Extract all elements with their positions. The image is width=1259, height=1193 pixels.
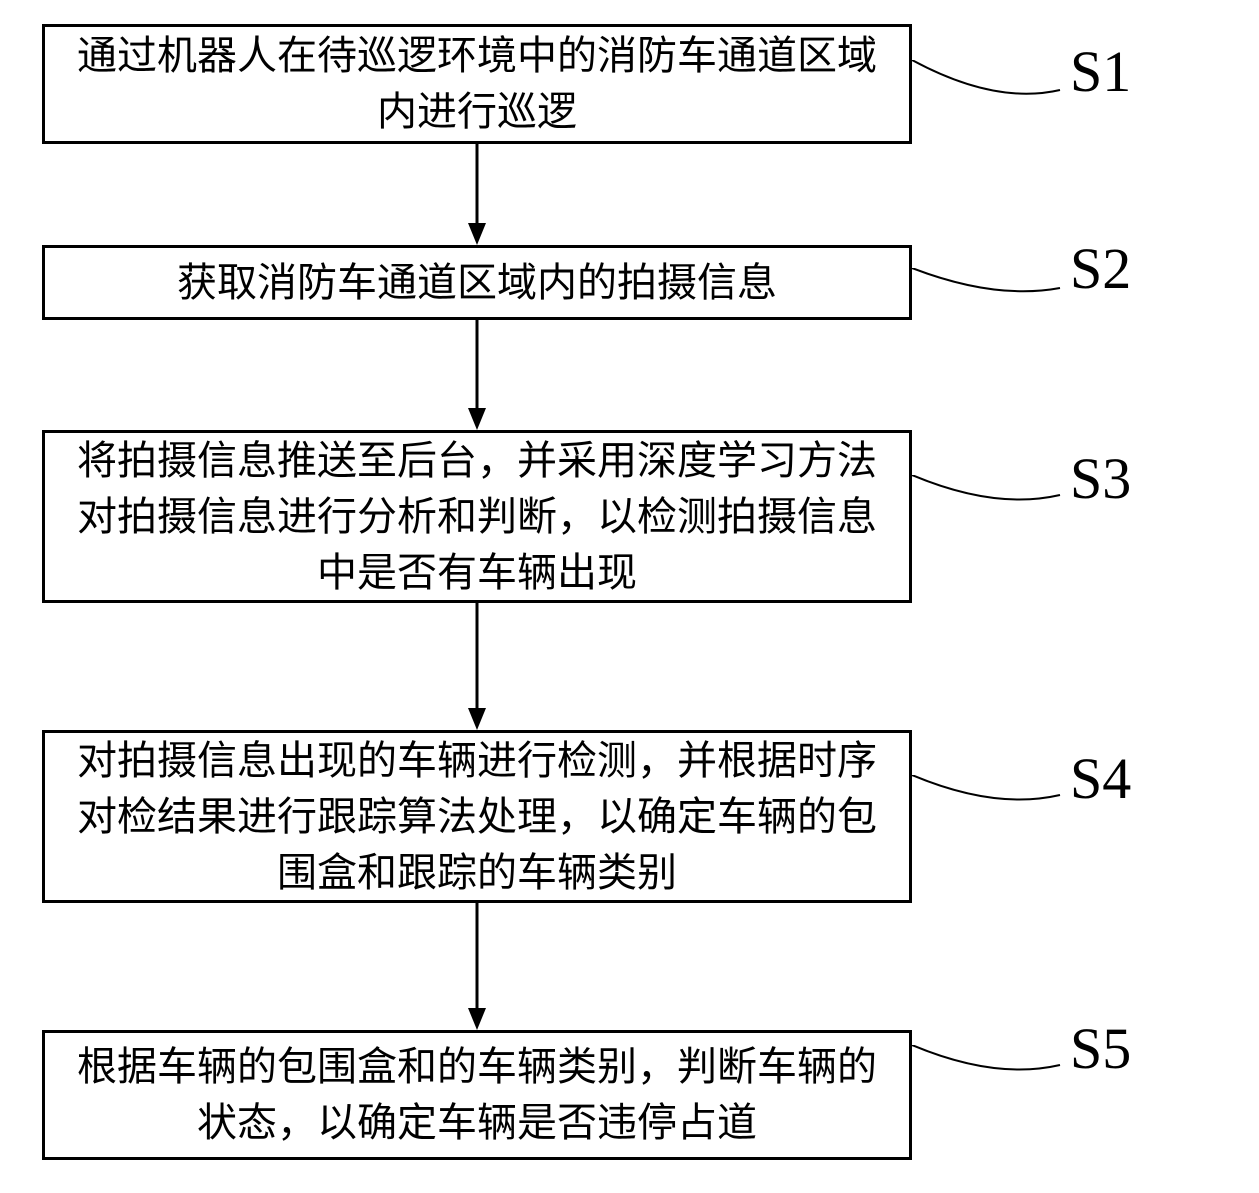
step-box-s2: 获取消防车通道区域内的拍摄信息 [42,245,912,320]
step-box-s3: 将拍摄信息推送至后台，并采用深度学习方法对拍摄信息进行分析和判断，以检测拍摄信息… [42,430,912,603]
step-label-s4: S4 [1070,745,1131,812]
step-label-s1: S1 [1070,38,1131,105]
arrow-4 [468,903,486,1030]
step-text-s4: 对拍摄信息出现的车辆进行检测，并根据时序对检结果进行跟踪算法处理，以确定车辆的包… [65,733,889,901]
connector-path-s3 [912,475,1060,500]
connector-s2 [912,268,1065,305]
step-box-s4: 对拍摄信息出现的车辆进行检测，并根据时序对检结果进行跟踪算法处理，以确定车辆的包… [42,730,912,903]
arrow-head-4 [468,1008,486,1030]
connector-path-s1 [912,60,1060,94]
connector-path-s4 [912,775,1060,800]
connector-s1 [912,60,1065,110]
arrow-2 [468,320,486,430]
flowchart-container: 通过机器人在待巡逻环境中的消防车通道区域内进行巡逻 S1 获取消防车通道区域内的… [0,0,1259,1193]
arrow-head-3 [468,708,486,730]
arrow-head-1 [468,223,486,245]
arrow-head-2 [468,408,486,430]
connector-s5 [912,1045,1065,1085]
arrow-3 [468,603,486,730]
step-text-s5: 根据车辆的包围盒和的车辆类别，判断车辆的状态，以确定车辆是否违停占道 [65,1039,889,1151]
step-label-s2: S2 [1070,235,1131,302]
step-text-s3: 将拍摄信息推送至后台，并采用深度学习方法对拍摄信息进行分析和判断，以检测拍摄信息… [65,433,889,601]
step-box-s5: 根据车辆的包围盒和的车辆类别，判断车辆的状态，以确定车辆是否违停占道 [42,1030,912,1160]
connector-path-s5 [912,1045,1060,1070]
step-text-s2: 获取消防车通道区域内的拍摄信息 [177,255,777,311]
step-box-s1: 通过机器人在待巡逻环境中的消防车通道区域内进行巡逻 [42,24,912,144]
connector-path-s2 [912,268,1060,291]
connector-s4 [912,775,1065,815]
step-text-s1: 通过机器人在待巡逻环境中的消防车通道区域内进行巡逻 [65,28,889,140]
step-label-s3: S3 [1070,445,1131,512]
step-label-s5: S5 [1070,1015,1131,1082]
connector-s3 [912,475,1065,515]
arrow-1 [468,144,486,245]
